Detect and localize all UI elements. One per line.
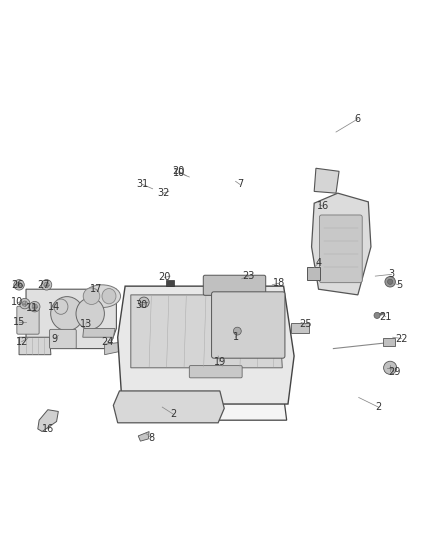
Text: 13: 13 (80, 319, 92, 329)
Text: 30: 30 (135, 300, 148, 310)
FancyBboxPatch shape (164, 338, 254, 358)
Bar (151, 364, 159, 372)
Text: 5: 5 (396, 280, 402, 290)
FancyBboxPatch shape (17, 306, 39, 334)
Circle shape (22, 301, 27, 306)
Text: 10: 10 (11, 297, 23, 308)
Text: 11: 11 (26, 303, 38, 313)
Circle shape (19, 298, 30, 309)
Text: 20: 20 (158, 272, 171, 282)
Circle shape (29, 302, 40, 312)
Ellipse shape (54, 299, 68, 314)
Text: 10: 10 (173, 168, 185, 177)
Text: 17: 17 (90, 284, 102, 294)
FancyBboxPatch shape (161, 304, 258, 336)
Polygon shape (38, 410, 58, 432)
Circle shape (233, 327, 241, 335)
FancyBboxPatch shape (203, 275, 266, 295)
Bar (291, 323, 309, 333)
Text: 18: 18 (273, 278, 286, 288)
Text: 2: 2 (170, 409, 176, 419)
Polygon shape (130, 302, 287, 420)
Text: 23: 23 (243, 271, 255, 281)
Circle shape (44, 282, 49, 287)
Text: 2: 2 (375, 402, 381, 412)
Text: 27: 27 (37, 280, 50, 290)
Ellipse shape (102, 288, 116, 304)
Circle shape (384, 361, 397, 374)
Polygon shape (311, 193, 371, 295)
Text: 22: 22 (395, 334, 408, 344)
Ellipse shape (83, 285, 120, 308)
Text: 31: 31 (137, 180, 149, 189)
Polygon shape (131, 295, 283, 368)
Text: 6: 6 (355, 114, 361, 124)
FancyBboxPatch shape (189, 366, 242, 378)
Text: 26: 26 (11, 280, 24, 290)
Bar (189, 346, 198, 353)
Bar (383, 338, 395, 346)
Circle shape (14, 280, 24, 290)
Circle shape (385, 277, 396, 287)
Ellipse shape (51, 297, 83, 330)
Bar (307, 266, 320, 280)
Text: 1: 1 (233, 332, 239, 342)
FancyBboxPatch shape (191, 344, 252, 359)
Text: 25: 25 (299, 319, 312, 329)
Text: 4: 4 (315, 258, 321, 268)
Polygon shape (118, 286, 294, 404)
Circle shape (388, 279, 393, 285)
Ellipse shape (83, 288, 100, 304)
Circle shape (374, 312, 380, 318)
FancyBboxPatch shape (212, 292, 285, 358)
Polygon shape (83, 328, 115, 337)
FancyBboxPatch shape (49, 329, 76, 349)
FancyBboxPatch shape (159, 341, 259, 388)
Text: 21: 21 (380, 312, 392, 322)
Bar (166, 280, 173, 286)
Text: 32: 32 (157, 188, 170, 198)
Polygon shape (105, 342, 127, 354)
Text: 14: 14 (48, 302, 60, 312)
Text: 12: 12 (15, 337, 28, 346)
Text: 8: 8 (148, 433, 154, 442)
Polygon shape (113, 391, 224, 423)
FancyBboxPatch shape (319, 215, 362, 282)
Text: 9: 9 (51, 334, 57, 344)
Circle shape (139, 297, 149, 308)
Circle shape (41, 280, 52, 290)
Text: 29: 29 (389, 367, 401, 377)
Circle shape (148, 382, 163, 398)
Circle shape (32, 304, 37, 309)
Text: 19: 19 (214, 357, 226, 367)
Polygon shape (19, 337, 51, 354)
Text: 15: 15 (13, 317, 25, 327)
Ellipse shape (76, 298, 104, 329)
Polygon shape (314, 168, 339, 193)
Circle shape (151, 385, 160, 394)
Text: 20: 20 (173, 166, 185, 176)
Polygon shape (138, 432, 149, 441)
Text: 24: 24 (102, 337, 114, 346)
Bar (140, 362, 149, 370)
Polygon shape (26, 289, 117, 349)
Text: 16: 16 (42, 424, 54, 434)
FancyBboxPatch shape (170, 310, 249, 330)
Text: 7: 7 (237, 180, 243, 189)
Bar (186, 335, 208, 346)
Text: 3: 3 (389, 269, 395, 279)
Text: 16: 16 (317, 201, 329, 211)
Circle shape (16, 282, 21, 287)
Polygon shape (157, 306, 263, 345)
